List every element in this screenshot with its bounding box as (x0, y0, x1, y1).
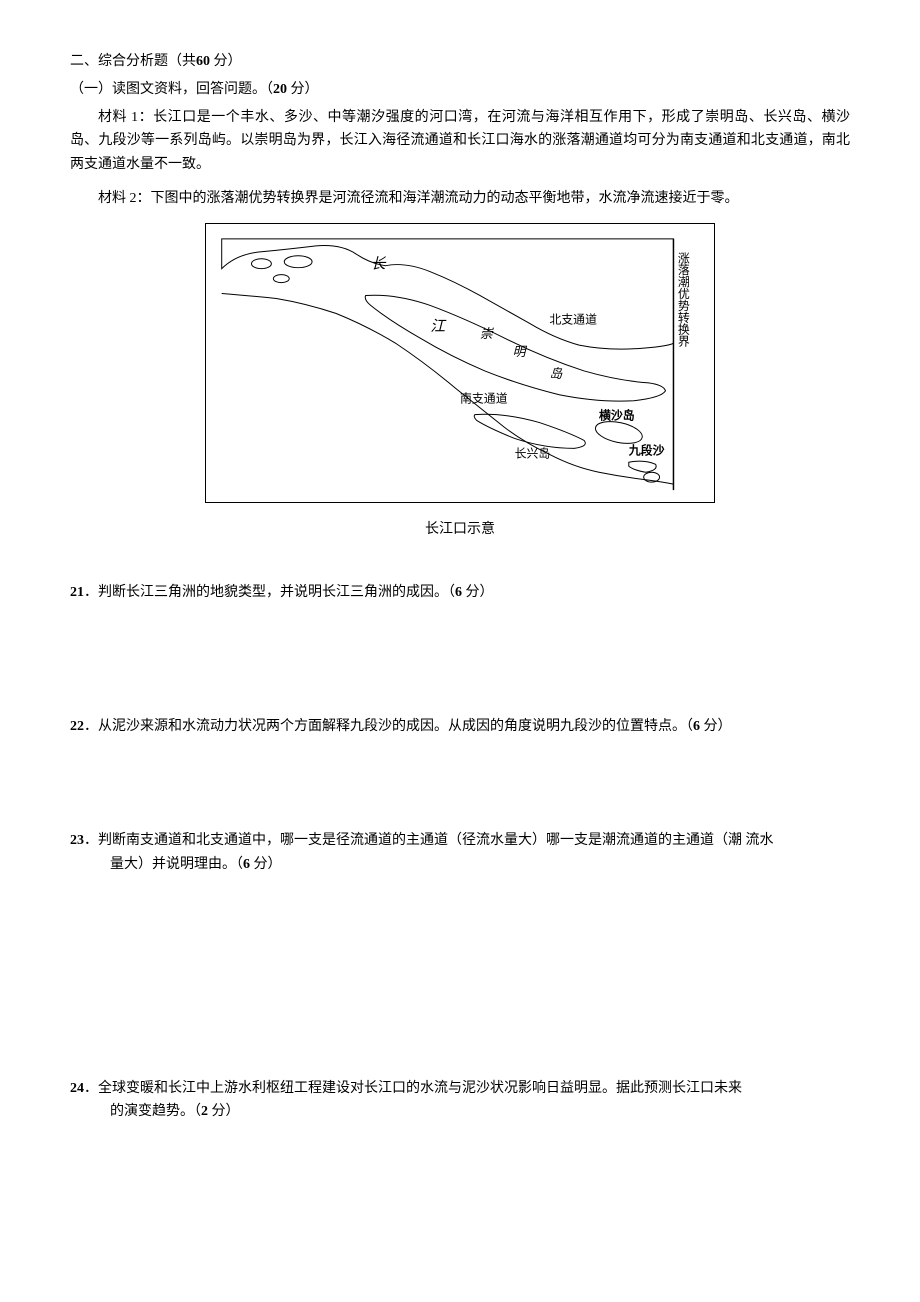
q24-num: 24 (70, 1081, 84, 1096)
section-title-prefix: 二、综合分析题（共 (70, 54, 196, 69)
island-small-1 (252, 259, 272, 269)
q21-text: ．判断长江三角洲的地貌类型，并说明长江三角洲的成因。（ (84, 585, 455, 600)
q21-num: 21 (70, 585, 84, 600)
changxing-island (474, 414, 585, 448)
material-2-label: 材料 2 (98, 191, 137, 206)
q23-suffix: 分） (250, 857, 282, 872)
material-2-text: ：下图中的涨落潮优势转换界是河流径流和海洋潮流动力的动态平衡地带，水流净流速接近… (137, 191, 739, 206)
q24-suffix: 分） (208, 1104, 240, 1119)
subsection-score: 20 (273, 82, 287, 97)
q21-suffix: 分） (462, 585, 494, 600)
q24-score: 2 (201, 1104, 208, 1119)
label-south-channel: 南支通道 (460, 391, 508, 405)
subsection-title: （一）读图文资料，回答问题。（20 分） (70, 78, 850, 102)
q23-line1: ．判断南支通道和北支通道中，哪一支是径流通道的主通道（径流水量大）哪一支是潮流通… (84, 833, 774, 848)
q23-score: 6 (243, 857, 250, 872)
question-22: 22．从泥沙来源和水流动力状况两个方面解释九段沙的成因。从成因的角度说明九段沙的… (70, 715, 850, 739)
q22-suffix: 分） (700, 719, 732, 734)
section-title-score: 60 (196, 54, 210, 69)
q21-score: 6 (455, 585, 462, 600)
label-hengsha: 横沙岛 (599, 408, 635, 422)
q24-line1: ．全球变暖和长江中上游水利枢纽工程建设对长江口的水流与泥沙状况影响日益明显。据此… (84, 1081, 742, 1096)
question-21: 21．判断长江三角洲的地貌类型，并说明长江三角洲的成因。（6 分） (70, 581, 850, 605)
label-chang: 长 (371, 255, 387, 272)
subsection-prefix: （一）读图文资料，回答问题。（ (70, 82, 273, 97)
island-small-2 (284, 256, 312, 268)
question-23: 23．判断南支通道和北支通道中，哪一支是径流通道的主通道（径流水量大）哪一支是潮… (70, 829, 850, 877)
material-2: 材料 2：下图中的涨落潮优势转换界是河流径流和海洋潮流动力的动态平衡地带，水流净… (70, 187, 850, 211)
q24-line2: 的演变趋势。（ (110, 1104, 201, 1119)
label-boundary: 涨落潮优势转换界 (676, 251, 690, 347)
label-chong: 崇 (480, 327, 495, 341)
q23-num: 23 (70, 833, 84, 848)
q22-score: 6 (693, 719, 700, 734)
label-jiang: 江 (430, 318, 447, 335)
question-24: 24．全球变暖和长江中上游水利枢纽工程建设对长江口的水流与泥沙状况影响日益明显。… (70, 1077, 850, 1125)
material-1: 材料 1：长江口是一个丰水、多沙、中等潮汐强度的河口湾，在河流与海洋相互作用下，… (70, 106, 850, 177)
label-north-channel: 北支通道 (549, 312, 597, 326)
q22-text: ．从泥沙来源和水流动力状况两个方面解释九段沙的成因。从成因的角度说明九段沙的位置… (84, 719, 693, 734)
map-figure: 长 江 崇 明 岛 北支通道 南支通道 长兴岛 横沙岛 九段沙 涨落潮优势转换界 (205, 223, 715, 503)
label-ming: 明 (513, 345, 528, 359)
section-title-suffix: 分） (210, 54, 242, 69)
jiuduansha-1 (629, 461, 656, 472)
island-small-3 (273, 274, 289, 282)
q23-line2: 量大）并说明理由。（ (110, 857, 243, 872)
material-1-text: ：长江口是一个丰水、多沙、中等潮汐强度的河口湾，在河流与海洋相互作用下，形成了崇… (70, 110, 850, 173)
section-title: 二、综合分析题（共60 分） (70, 50, 850, 74)
subsection-suffix: 分） (287, 82, 319, 97)
figure-caption: 长江口示意 (70, 518, 850, 542)
label-dao: 岛 (549, 367, 563, 381)
material-1-label: 材料 1 (98, 110, 138, 125)
south-bank (222, 293, 674, 484)
river-outline (222, 239, 674, 349)
label-jiuduansha: 九段沙 (628, 443, 665, 457)
label-changxing: 长兴岛 (515, 446, 551, 460)
q22-num: 22 (70, 719, 84, 734)
figure-container: 长 江 崇 明 岛 北支通道 南支通道 长兴岛 横沙岛 九段沙 涨落潮优势转换界… (70, 223, 850, 542)
